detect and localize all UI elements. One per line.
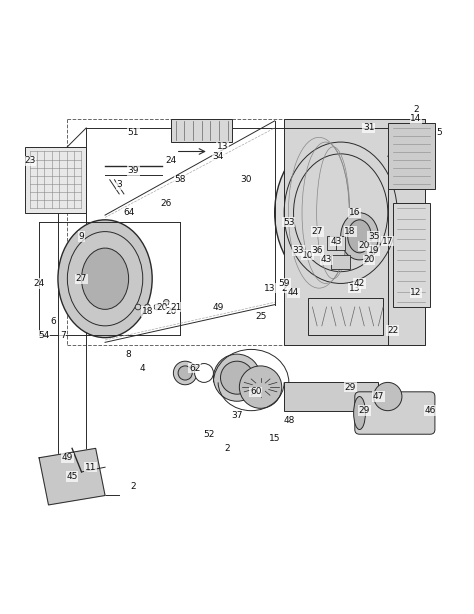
Text: 59: 59 xyxy=(278,279,290,288)
Text: 10: 10 xyxy=(302,251,313,260)
Text: 49: 49 xyxy=(62,453,73,462)
Text: 49: 49 xyxy=(212,303,224,311)
Text: 35: 35 xyxy=(368,232,379,241)
Text: 9: 9 xyxy=(79,232,84,241)
Text: 33: 33 xyxy=(292,246,304,255)
FancyBboxPatch shape xyxy=(327,236,336,251)
Ellipse shape xyxy=(213,354,261,401)
Ellipse shape xyxy=(145,304,150,310)
Text: 3: 3 xyxy=(116,180,122,189)
FancyBboxPatch shape xyxy=(171,119,232,142)
Text: 27: 27 xyxy=(76,274,87,283)
Text: 4: 4 xyxy=(140,363,146,373)
FancyBboxPatch shape xyxy=(388,123,435,189)
Text: 39: 39 xyxy=(128,166,139,175)
FancyBboxPatch shape xyxy=(392,203,430,307)
Text: 26: 26 xyxy=(161,199,172,208)
Text: 2: 2 xyxy=(225,444,230,453)
Ellipse shape xyxy=(374,383,402,411)
Text: 21: 21 xyxy=(170,303,182,311)
Text: 53: 53 xyxy=(283,218,294,227)
Text: 64: 64 xyxy=(123,208,134,217)
Ellipse shape xyxy=(195,363,213,383)
Text: 13: 13 xyxy=(264,284,276,293)
Text: 2: 2 xyxy=(130,481,136,491)
Ellipse shape xyxy=(58,220,152,338)
Text: 43: 43 xyxy=(321,255,332,265)
Text: 14: 14 xyxy=(410,114,422,123)
Text: 45: 45 xyxy=(66,472,78,481)
FancyBboxPatch shape xyxy=(308,298,383,335)
Text: 43: 43 xyxy=(330,236,342,246)
Ellipse shape xyxy=(275,133,407,293)
Text: 15: 15 xyxy=(269,435,281,443)
Text: 18: 18 xyxy=(344,227,356,236)
Ellipse shape xyxy=(239,366,282,408)
Text: 42: 42 xyxy=(354,279,365,288)
Text: 36: 36 xyxy=(311,246,323,255)
Text: 24: 24 xyxy=(34,279,45,288)
Text: 52: 52 xyxy=(203,430,214,439)
Ellipse shape xyxy=(341,213,378,260)
FancyBboxPatch shape xyxy=(331,255,350,270)
Text: 13: 13 xyxy=(349,284,361,293)
Text: 48: 48 xyxy=(283,416,294,425)
Text: 8: 8 xyxy=(126,349,131,359)
Text: 60: 60 xyxy=(250,387,262,396)
Text: 62: 62 xyxy=(189,363,201,373)
FancyBboxPatch shape xyxy=(284,383,378,411)
Text: 5: 5 xyxy=(437,128,443,137)
Text: 34: 34 xyxy=(212,152,224,161)
Polygon shape xyxy=(39,448,105,505)
FancyBboxPatch shape xyxy=(25,147,86,213)
Ellipse shape xyxy=(178,366,192,380)
Text: 16: 16 xyxy=(349,208,361,217)
Text: 54: 54 xyxy=(38,331,49,340)
Text: 12: 12 xyxy=(410,289,422,297)
Ellipse shape xyxy=(220,361,254,394)
Text: 18: 18 xyxy=(142,307,153,316)
Text: 22: 22 xyxy=(387,326,398,335)
Text: 25: 25 xyxy=(255,312,266,321)
Ellipse shape xyxy=(164,300,169,305)
FancyBboxPatch shape xyxy=(284,119,426,344)
Text: 20: 20 xyxy=(363,255,374,265)
Text: 2: 2 xyxy=(281,284,287,293)
Text: 44: 44 xyxy=(288,289,299,297)
Ellipse shape xyxy=(354,397,365,430)
Text: 24: 24 xyxy=(165,157,177,165)
Text: 11: 11 xyxy=(85,463,97,472)
Text: 37: 37 xyxy=(231,411,243,420)
Text: 20: 20 xyxy=(156,303,167,311)
Text: 31: 31 xyxy=(363,123,374,133)
Ellipse shape xyxy=(135,304,141,310)
Text: 20: 20 xyxy=(358,241,370,251)
Text: 46: 46 xyxy=(425,406,436,415)
Ellipse shape xyxy=(348,220,371,253)
Ellipse shape xyxy=(82,248,128,309)
Text: 23: 23 xyxy=(24,157,36,165)
FancyBboxPatch shape xyxy=(355,392,435,434)
Text: 7: 7 xyxy=(60,331,65,340)
Text: 20: 20 xyxy=(165,307,177,316)
Text: 29: 29 xyxy=(345,383,356,392)
Text: 30: 30 xyxy=(241,175,252,184)
Text: 58: 58 xyxy=(175,175,186,184)
FancyBboxPatch shape xyxy=(336,236,346,251)
Text: 51: 51 xyxy=(128,128,139,137)
Text: 47: 47 xyxy=(373,392,384,401)
Text: 13: 13 xyxy=(217,142,228,151)
Text: 27: 27 xyxy=(311,227,323,236)
Text: 17: 17 xyxy=(382,236,393,246)
Text: 6: 6 xyxy=(50,317,56,325)
Text: 29: 29 xyxy=(358,406,370,415)
Ellipse shape xyxy=(154,304,160,310)
Text: 2: 2 xyxy=(413,104,419,114)
Text: 19: 19 xyxy=(368,246,379,255)
Ellipse shape xyxy=(173,361,197,385)
